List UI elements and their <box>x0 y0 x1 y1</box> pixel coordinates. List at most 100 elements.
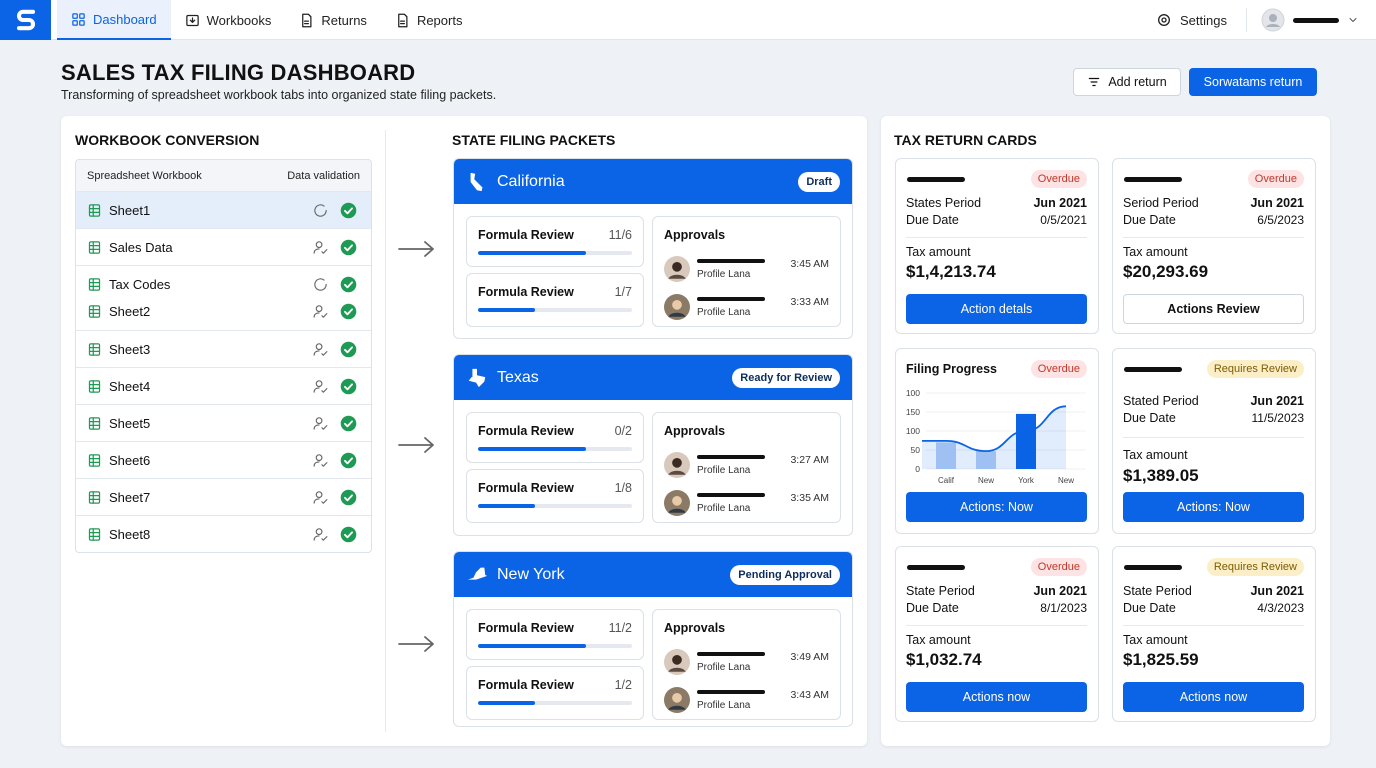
profile-label: Profile Lana <box>697 306 751 318</box>
sheet-icon-part <box>88 305 101 318</box>
sheet-icon <box>88 527 101 541</box>
review-label: Formula Review <box>478 424 574 438</box>
state-icon-part <box>467 567 488 580</box>
card-action-button[interactable]: Actions: Now <box>906 492 1087 522</box>
card-action-button[interactable]: Actions Review <box>1123 294 1304 324</box>
row-label: Due Date <box>1123 411 1176 425</box>
name-redacted <box>697 454 765 459</box>
approval-time: 3:49 AM <box>790 651 829 663</box>
nav-icon-part <box>399 20 405 24</box>
tax-card: Overdue State Period Jun 2021 Due Date 8/1/2… <box>895 546 1099 722</box>
tax-card: Overdue States Period Jun 2021 Due Date 0/5/… <box>895 158 1099 334</box>
status-badge: Overdue <box>1030 558 1087 576</box>
table-header: Spreadsheet Workbook Data validation <box>76 160 371 191</box>
status-icon-part <box>321 248 328 254</box>
card-action-button[interactable]: Actions now <box>1123 682 1304 712</box>
review-count: 1/8 <box>614 481 632 495</box>
review-box[interactable]: Formula Review 11/2 <box>466 609 644 660</box>
profile-avatar <box>664 687 690 713</box>
conversion-panel: WORKBOOK CONVERSION Spreadsheet Workbook D… <box>61 116 867 746</box>
flow-arrow-part <box>398 241 434 257</box>
card-action-button[interactable]: Actions: Now <box>1123 492 1304 522</box>
sheet-row[interactable]: Tax Codes Sheet2 <box>76 265 371 330</box>
sheet-row[interactable]: Sales Data <box>76 228 371 265</box>
card-action-button[interactable]: Actions now <box>906 682 1087 712</box>
validated-check <box>340 489 357 505</box>
review-box[interactable]: Formula Review 11/6 <box>466 216 644 267</box>
card-action-button[interactable]: Action detals <box>906 294 1087 324</box>
sheet-row[interactable]: Sheet5 <box>76 404 371 441</box>
status-icon <box>314 278 327 291</box>
row-value: Jun 2021 <box>1250 584 1304 598</box>
status-badge: Requires Review <box>1206 558 1304 576</box>
nav-tab[interactable]: Reports <box>381 0 477 40</box>
id-redacted <box>907 177 965 182</box>
settings[interactable]: Settings <box>1156 0 1227 40</box>
profile-label: Profile Lana <box>697 502 751 514</box>
add-return-button[interactable]: Add return <box>1073 68 1181 96</box>
card-row: States Period Jun 2021 <box>906 196 1087 210</box>
nav-tab[interactable]: Returns <box>285 0 381 40</box>
review-count: 11/2 <box>608 621 632 635</box>
sheet-row[interactable]: Sheet8 <box>76 515 371 552</box>
profile-avatar <box>664 294 690 320</box>
nav-tab[interactable]: Workbooks <box>171 0 286 40</box>
profile-avatar-part <box>672 654 682 665</box>
packet-header: Texas Ready for Review <box>454 355 852 400</box>
validated-check-part <box>340 303 357 320</box>
name-redacted <box>697 651 765 656</box>
sheet-row[interactable]: Sheet4 <box>76 367 371 404</box>
button-label: Add return <box>1108 75 1167 89</box>
sheet-icon-part <box>88 490 101 504</box>
card-row: Stated Period Jun 2021 <box>1123 394 1304 408</box>
sheet-icon-part <box>88 490 101 504</box>
review-count: 1/7 <box>614 285 632 299</box>
progress-track <box>478 251 632 255</box>
sheet-row[interactable]: Sheet7 <box>76 478 371 515</box>
status-icon <box>313 490 328 504</box>
progress-track <box>478 644 632 648</box>
review-label: Formula Review <box>478 228 574 242</box>
state-packet: New York Pending Approval Formula Review 11… <box>453 551 853 727</box>
review-box[interactable]: Formula Review 1/7 <box>466 273 644 327</box>
workbook-table: Spreadsheet Workbook Data validation Sheet… <box>75 159 372 553</box>
name-redacted <box>697 296 765 301</box>
nav-tab[interactable]: Dashboard <box>57 0 171 40</box>
sheet-row[interactable]: Sheet6 <box>76 441 371 478</box>
packet-header: New York Pending Approval <box>454 552 852 597</box>
review-label: Formula Review <box>478 678 574 692</box>
amount-label: Tax amount <box>1123 633 1188 647</box>
amount-value: $1,4,213.74 <box>906 262 996 281</box>
approval-time: 3:27 AM <box>790 454 829 466</box>
review-box[interactable]: Formula Review 0/2 <box>466 412 644 463</box>
sheet-row[interactable]: Sheet3 <box>76 330 371 367</box>
packet-header: California Draft <box>454 159 852 204</box>
sheet-row[interactable]: Sheet1 <box>76 191 371 228</box>
review-box[interactable]: Formula Review 1/2 <box>466 666 644 720</box>
amount-value: $20,293.69 <box>1123 262 1209 281</box>
sheet-name: Tax Codes <box>109 277 171 292</box>
sheet-icon-part <box>88 305 101 318</box>
sheet-name: Sheet5 <box>109 415 151 431</box>
nav-icon <box>72 12 85 26</box>
nav-label: Dashboard <box>93 11 157 27</box>
review-box[interactable]: Formula Review 1/8 <box>466 469 644 523</box>
validated-check-part <box>340 239 357 255</box>
state-icon-part <box>470 172 483 191</box>
state-name: New York <box>497 565 565 583</box>
approval-info: Profile Lana <box>697 492 790 514</box>
profile-avatar-part <box>668 508 686 513</box>
profile-avatar-part <box>672 457 682 468</box>
amount-label: Tax amount <box>906 245 971 259</box>
review-count: 11/6 <box>608 228 632 242</box>
logo <box>0 0 51 40</box>
nav-label: Workbooks <box>206 12 272 28</box>
card-row: Seriod Period Jun 2021 <box>1123 196 1304 210</box>
validated-check-part <box>344 530 353 538</box>
row-label: States Period <box>906 196 982 210</box>
account[interactable] <box>1261 7 1359 33</box>
primary-return-button[interactable]: Sorwatams return <box>1189 68 1317 96</box>
tax-card: Overdue Seriod Period Jun 2021 Due Date 6/5/… <box>1112 158 1316 334</box>
row-value: 0/5/2021 <box>1040 213 1087 227</box>
approvals-box: Approvals Profile Lana 3:49 AM Profile Lana… <box>652 609 841 720</box>
